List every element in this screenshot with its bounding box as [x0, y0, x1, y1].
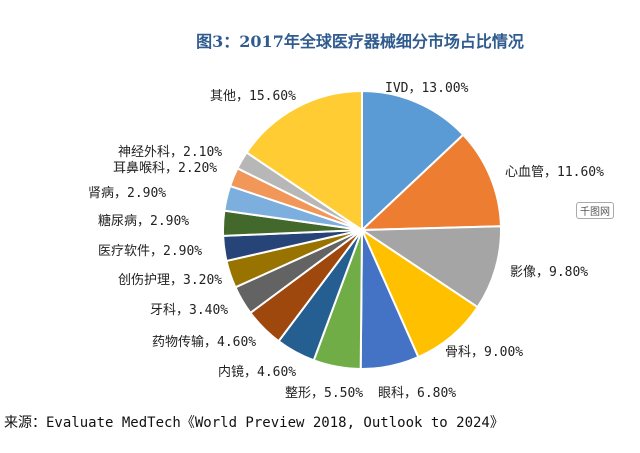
slice-label-4: 眼科，6.80%: [378, 386, 456, 401]
slice-label-12: 肾病，2.90%: [88, 186, 166, 201]
slice-label-13: 耳鼻喉科，2.20%: [113, 160, 217, 176]
slice-label-8: 牙科，3.40%: [150, 303, 228, 318]
slice-label-14: 神经外科，2.10%: [118, 145, 222, 160]
pie-slice-2: [358, 225, 502, 309]
slice-label-0: IVD，13.00%: [385, 81, 469, 96]
slice-label-1: 心血管，11.60%: [505, 165, 604, 180]
slice-label-11: 糖尿病，2.90%: [98, 213, 189, 229]
slice-label-10: 医疗软件，2.90%: [98, 244, 202, 259]
slice-label-6: 内镜，4.60%: [218, 364, 296, 380]
slice-label-2: 影像，9.80%: [510, 265, 588, 280]
chart-title: 图3：2017年全球医疗器械细分市场占比情况: [196, 32, 524, 51]
slice-label-7: 药物传输，4.60%: [152, 334, 256, 350]
watermark-badge: 千图网: [576, 202, 614, 219]
pie-slice-1: [359, 133, 502, 232]
source-note: 来源：Evaluate MedTech《World Preview 2018, …: [4, 415, 504, 431]
slice-label-5: 整形，5.50%: [285, 386, 363, 401]
pie-slice-15: [245, 89, 363, 232]
slice-label-15: 其他，15.60%: [210, 89, 296, 104]
slice-label-3: 骨科，9.00%: [445, 345, 523, 360]
pie-slice-0: [361, 89, 465, 233]
slice-label-9: 创伤护理，3.20%: [118, 273, 222, 288]
